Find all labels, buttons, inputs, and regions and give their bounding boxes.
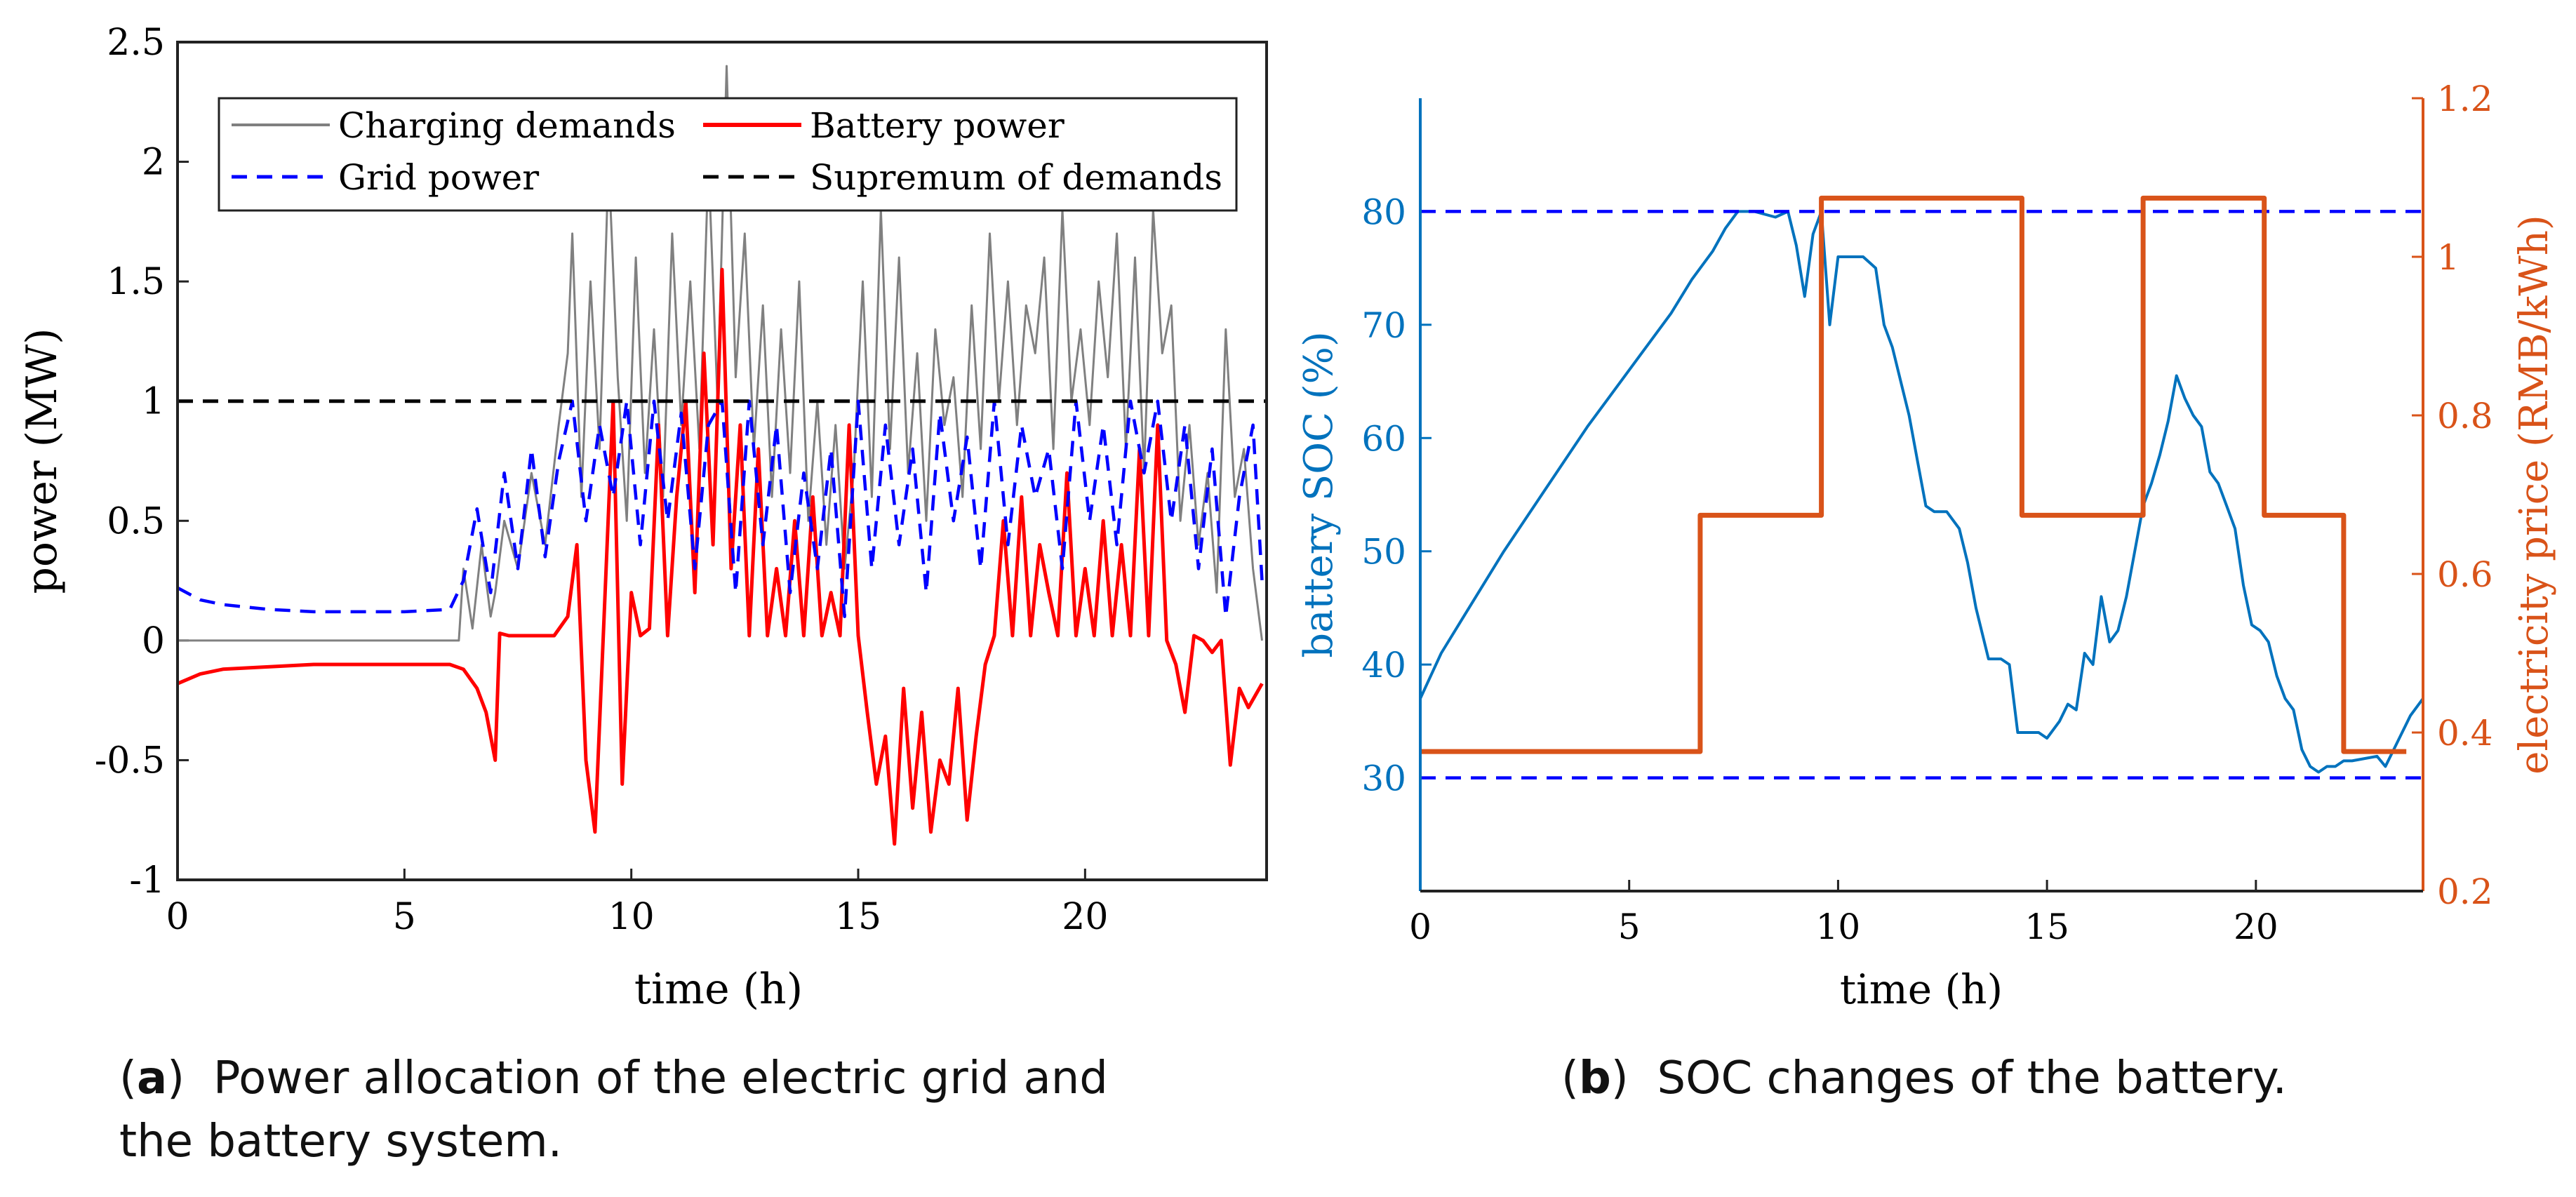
chart-b-ytick-label: 60 [1361, 418, 1406, 459]
legend-label-supremum: Supremum of demands [810, 157, 1222, 198]
caption-b: (b) SOC changes of the battery. [1561, 1052, 2287, 1104]
chart-a-xtick-label: 15 [835, 896, 881, 938]
chart-b-y2tick-label: 1 [2437, 237, 2460, 278]
chart-b-series-battery-soc [1419, 210, 2424, 774]
chart-b-xtick-label: 5 [1618, 907, 1641, 947]
chart-b-series-electricity-price [1420, 195, 2407, 754]
chart-a-xtick-label: 0 [166, 896, 189, 938]
chart-b-xtick-label: 0 [1409, 907, 1432, 947]
chart-b: 30 40 50 60 70 80 0.2 0.4 0.6 0.8 1 1.2 0 5 10 15 20 t… [1296, 79, 2557, 1013]
legend-label-grid-power: Grid power [338, 157, 539, 198]
chart-b-xlabel: time (h) [1840, 965, 2003, 1013]
chart-a-ytick-label: 2.5 [107, 22, 165, 64]
legend-label-battery-power: Battery power [810, 105, 1065, 146]
chart-b-ytick-label: 50 [1361, 532, 1406, 573]
chart-a-ytick-label: -1 [129, 860, 165, 902]
chart-a-y-ticks: -1 -0.5 0 0.5 1 1.5 2 2.5 [95, 22, 189, 902]
chart-a-legend-box [218, 97, 1238, 212]
chart-a: -1 -0.5 0 0.5 1 1.5 2 2.5 0 5 10 15 20 time (h) pow… [18, 22, 1268, 1014]
chart-a-ylabel: power (MW) [18, 328, 67, 594]
chart-a-series-charging-demands [178, 65, 1263, 642]
chart-b-xtick-label: 10 [1816, 907, 1861, 947]
chart-b-y2tick-label: 0.2 [2437, 871, 2493, 912]
chart-b-y2label: electricity price (RMB/kWh) [2511, 215, 2557, 775]
chart-a-plot-frame [176, 41, 1268, 881]
chart-a-ytick-label: -0.5 [95, 740, 165, 782]
chart-b-ylabel: battery SOC (%) [1296, 331, 1342, 657]
chart-b-y2tick-label: 0.4 [2437, 713, 2493, 754]
chart-a-xtick-label: 20 [1062, 896, 1108, 938]
caption-b-letter: b [1578, 1052, 1611, 1104]
caption-b-text: SOC changes of the battery. [1657, 1052, 2287, 1104]
chart-b-y-ticks: 30 40 50 60 70 80 [1361, 192, 1432, 799]
chart-b-xtick-label: 20 [2234, 907, 2278, 947]
chart-a-legend: Charging demands Battery power Grid powe… [218, 97, 1238, 212]
chart-b-y2-ticks: 0.2 0.4 0.6 0.8 1 1.2 [2412, 79, 2493, 912]
caption-a-text-line2: the battery system. [119, 1116, 563, 1168]
chart-b-ytick-label: 70 [1361, 305, 1406, 346]
chart-b-y2tick-label: 1.2 [2437, 79, 2493, 119]
caption-a-letter: a [136, 1052, 168, 1104]
caption-a-text: Power allocation of the electric grid an… [213, 1052, 1108, 1104]
chart-a-ytick-label: 1.5 [107, 261, 165, 303]
caption-a: (a) Power allocation of the electric gri… [119, 1052, 1108, 1168]
chart-b-y2tick-label: 0.8 [2437, 396, 2493, 436]
chart-b-y2tick-label: 0.6 [2437, 554, 2493, 595]
chart-a-xtick-label: 10 [608, 896, 655, 938]
chart-a-xlabel: time (h) [634, 965, 803, 1014]
chart-a-series [176, 65, 1267, 846]
chart-a-ytick-label: 1 [142, 381, 165, 423]
legend-label-charging-demands: Charging demands [338, 105, 676, 146]
chart-a-xtick-label: 5 [393, 896, 416, 938]
chart-a-ytick-label: 0 [142, 620, 165, 662]
chart-a-ytick-label: 0.5 [107, 500, 165, 542]
chart-b-ytick-label: 40 [1361, 645, 1406, 686]
chart-b-series [1419, 195, 2424, 780]
chart-a-x-ticks: 0 5 10 15 20 [166, 869, 1108, 938]
chart-a-series-grid-power [176, 399, 1264, 618]
chart-b-ytick-label: 30 [1361, 758, 1406, 799]
chart-b-x-ticks: 0 5 10 15 20 [1409, 880, 2278, 947]
chart-a-series-battery-power [177, 267, 1264, 846]
chart-b-xtick-label: 15 [2024, 907, 2069, 947]
chart-a-ytick-label: 2 [142, 142, 165, 184]
chart-b-ytick-label: 80 [1361, 192, 1406, 232]
